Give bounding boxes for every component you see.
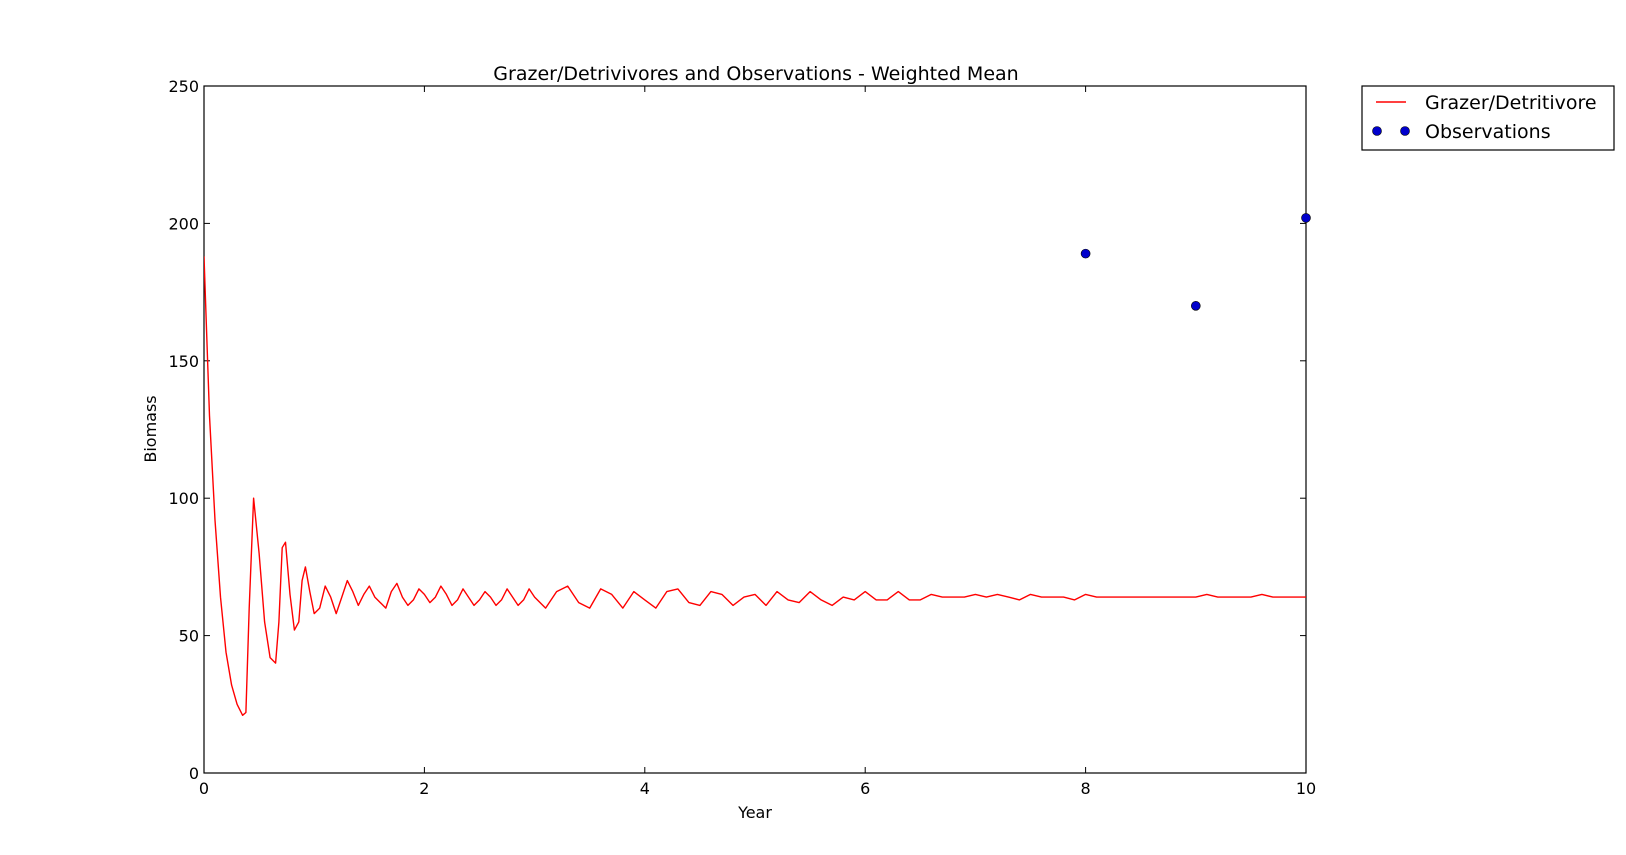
x-tick-label: 6 (860, 779, 870, 798)
legend-marker-2 (1400, 126, 1410, 136)
legend-marker-1 (1372, 126, 1382, 136)
y-tick-label: 50 (179, 627, 199, 646)
chart-title: Grazer/Detrivivores and Observations - W… (493, 63, 1018, 85)
series-layer (204, 213, 1311, 716)
plot-frame (203, 85, 1307, 774)
legend-frame (1361, 85, 1615, 151)
legend: Grazer/Detritivore Observations (1361, 85, 1615, 151)
x-tick-label: 4 (640, 779, 650, 798)
y-axis: 0 50 100 150 200 250 (168, 77, 1306, 783)
legend-label-observations: Observations (1425, 121, 1551, 143)
y-tick-label: 150 (168, 352, 199, 371)
y-tick-label: 250 (168, 77, 199, 96)
x-axis-label: Year (737, 803, 772, 822)
y-axis-label: Biomass (141, 395, 160, 462)
y-tick-label: 200 (168, 214, 199, 233)
observation-point (1191, 301, 1201, 311)
legend-label-grazer: Grazer/Detritivore (1425, 92, 1597, 114)
x-axis: 0 2 4 6 8 10 (199, 86, 1316, 798)
x-tick-label: 2 (419, 779, 429, 798)
x-tick-label: 0 (199, 779, 209, 798)
y-tick-label: 0 (189, 764, 199, 783)
x-tick-label: 10 (1296, 779, 1316, 798)
series-line-grazer (204, 256, 1306, 716)
x-tick-label: 8 (1081, 779, 1091, 798)
observation-point (1080, 248, 1091, 259)
observation-point (1301, 213, 1311, 223)
y-tick-label: 100 (168, 489, 199, 508)
plot-area: 0 2 4 6 8 10 0 50 100 150 200 250 (168, 77, 1316, 798)
